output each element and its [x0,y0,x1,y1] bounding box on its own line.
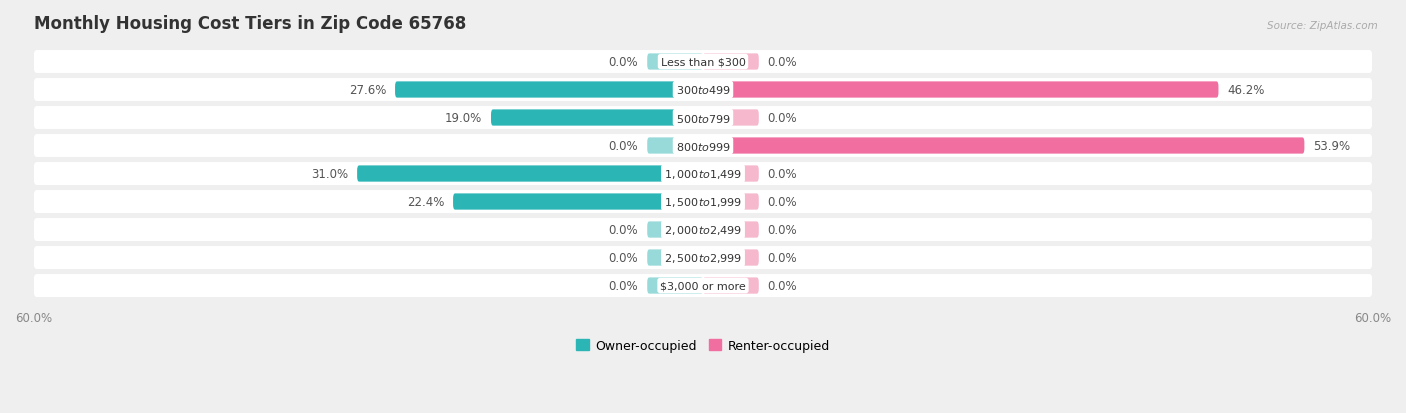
FancyBboxPatch shape [703,222,759,238]
Text: 0.0%: 0.0% [609,223,638,237]
Text: $2,000 to $2,499: $2,000 to $2,499 [664,223,742,237]
Text: 46.2%: 46.2% [1227,84,1265,97]
Text: 0.0%: 0.0% [609,279,638,292]
Text: 31.0%: 31.0% [311,168,349,180]
Text: 19.0%: 19.0% [444,112,482,125]
Text: $500 to $799: $500 to $799 [675,112,731,124]
FancyBboxPatch shape [34,247,1372,269]
FancyBboxPatch shape [453,194,703,210]
FancyBboxPatch shape [647,222,703,238]
Text: 0.0%: 0.0% [768,56,797,69]
Text: Monthly Housing Cost Tiers in Zip Code 65768: Monthly Housing Cost Tiers in Zip Code 6… [34,15,465,33]
Text: Less than $300: Less than $300 [661,57,745,67]
FancyBboxPatch shape [357,166,703,182]
FancyBboxPatch shape [395,82,703,98]
Text: 0.0%: 0.0% [768,223,797,237]
Text: 0.0%: 0.0% [768,112,797,125]
FancyBboxPatch shape [491,110,703,126]
FancyBboxPatch shape [34,107,1372,130]
Text: $2,500 to $2,999: $2,500 to $2,999 [664,252,742,264]
FancyBboxPatch shape [703,166,759,182]
FancyBboxPatch shape [703,194,759,210]
FancyBboxPatch shape [703,110,759,126]
FancyBboxPatch shape [34,163,1372,185]
FancyBboxPatch shape [647,138,703,154]
FancyBboxPatch shape [703,82,1219,98]
FancyBboxPatch shape [703,278,759,294]
FancyBboxPatch shape [647,54,703,71]
Text: $300 to $499: $300 to $499 [675,84,731,96]
FancyBboxPatch shape [703,250,759,266]
FancyBboxPatch shape [647,278,703,294]
Text: 0.0%: 0.0% [768,279,797,292]
FancyBboxPatch shape [34,135,1372,158]
FancyBboxPatch shape [34,79,1372,102]
Text: 22.4%: 22.4% [406,195,444,209]
Text: $3,000 or more: $3,000 or more [661,281,745,291]
Text: 27.6%: 27.6% [349,84,387,97]
Text: $1,000 to $1,499: $1,000 to $1,499 [664,168,742,180]
FancyBboxPatch shape [34,274,1372,297]
FancyBboxPatch shape [703,138,1305,154]
Text: Source: ZipAtlas.com: Source: ZipAtlas.com [1267,21,1378,31]
Text: 0.0%: 0.0% [768,252,797,264]
Text: $1,500 to $1,999: $1,500 to $1,999 [664,195,742,209]
Text: 0.0%: 0.0% [768,168,797,180]
FancyBboxPatch shape [647,250,703,266]
FancyBboxPatch shape [703,54,759,71]
Text: 0.0%: 0.0% [609,140,638,153]
FancyBboxPatch shape [34,190,1372,214]
Text: 0.0%: 0.0% [768,195,797,209]
Text: 0.0%: 0.0% [609,252,638,264]
Text: $800 to $999: $800 to $999 [675,140,731,152]
FancyBboxPatch shape [34,51,1372,74]
FancyBboxPatch shape [34,218,1372,242]
Text: 53.9%: 53.9% [1313,140,1350,153]
Legend: Owner-occupied, Renter-occupied: Owner-occupied, Renter-occupied [571,334,835,357]
Text: 0.0%: 0.0% [609,56,638,69]
